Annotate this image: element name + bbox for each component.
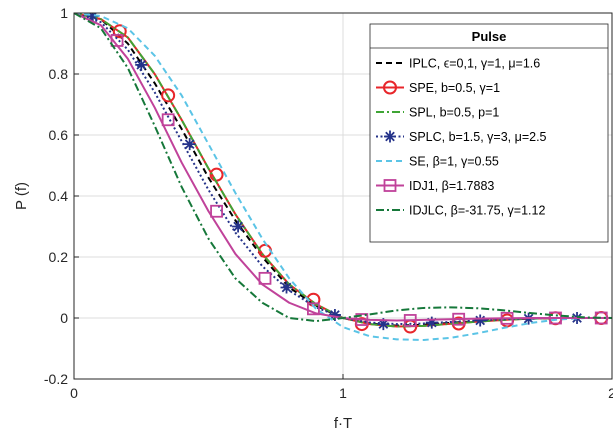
series-4-marker bbox=[425, 316, 438, 329]
legend-box bbox=[369, 23, 609, 243]
series-6-marker bbox=[307, 302, 320, 316]
legend-marker-4 bbox=[384, 130, 396, 143]
series-6-marker bbox=[500, 311, 514, 325]
legend: Pulse IPLC, ϵ=0,1, γ=1, μ=1.6 SPE, b=0.5,… bbox=[369, 23, 609, 243]
x-tick-label: 1 bbox=[339, 385, 347, 401]
series-line-7 bbox=[74, 13, 612, 323]
y-tick-label: 0.6 bbox=[49, 127, 69, 143]
legend-label-5: SE, β=1, γ=0.55 bbox=[409, 155, 499, 169]
series-6-marker bbox=[258, 271, 272, 285]
y-tick-label: 0 bbox=[60, 310, 68, 326]
series-6-marker bbox=[210, 204, 223, 218]
x-tick-label: 2 bbox=[608, 385, 613, 401]
series-4-marker bbox=[474, 314, 487, 327]
series-4-marker bbox=[280, 281, 293, 294]
legend-title: Pulse bbox=[472, 29, 507, 44]
y-tick-label: 1 bbox=[60, 5, 68, 21]
series-line-5 bbox=[74, 13, 612, 341]
y-tick-label: -0.2 bbox=[44, 371, 68, 387]
axes: 0 1 2-0.200.20.40.60.81 bbox=[44, 5, 613, 401]
series-4-marker bbox=[232, 220, 245, 233]
legend-marker-2 bbox=[383, 80, 397, 95]
series-2-marker bbox=[112, 24, 127, 39]
y-tick-label: 0.8 bbox=[49, 66, 69, 82]
series-6-marker bbox=[452, 312, 466, 326]
legend-label-6: IDJ1, β=1.7883 bbox=[409, 179, 494, 193]
series-4-marker bbox=[377, 318, 390, 331]
y-tick-label: 0.4 bbox=[49, 188, 69, 204]
legend-label-2: SPE, b=0.5, γ=1 bbox=[409, 81, 500, 95]
y-tick-label: 0.2 bbox=[49, 249, 69, 265]
legend-label-3: SPL, b=0.5, p=1 bbox=[409, 106, 499, 120]
legend-label-1: IPLC, ϵ=0,1, γ=1, μ=1.6 bbox=[409, 57, 540, 71]
series-4-marker bbox=[183, 138, 196, 151]
series-layer bbox=[74, 13, 612, 341]
y-axis-label: P (f) bbox=[13, 182, 30, 210]
legend-marker-6 bbox=[383, 179, 397, 192]
series-6-marker bbox=[403, 314, 417, 327]
series-2-marker bbox=[161, 88, 176, 103]
x-axis-label: f·T bbox=[334, 415, 352, 432]
x-tick-label: 0 bbox=[70, 385, 78, 401]
series-6-marker bbox=[161, 113, 175, 127]
legend-entries: IPLC, ϵ=0,1, γ=1, μ=1.6 SPE, b=0.5, γ=1 SP… bbox=[376, 57, 547, 218]
series-4-marker bbox=[86, 13, 99, 23]
series-6-marker bbox=[110, 34, 124, 47]
series-4-marker bbox=[135, 58, 148, 71]
series-6-marker bbox=[549, 311, 562, 325]
legend-label-7: IDJLC, β=-31.75, γ=1.12 bbox=[409, 204, 545, 218]
series-6-marker bbox=[355, 313, 369, 326]
legend-label-4: SPLC, b=1.5, γ=3, μ=2.5 bbox=[409, 130, 547, 144]
series-4-marker bbox=[328, 308, 341, 321]
